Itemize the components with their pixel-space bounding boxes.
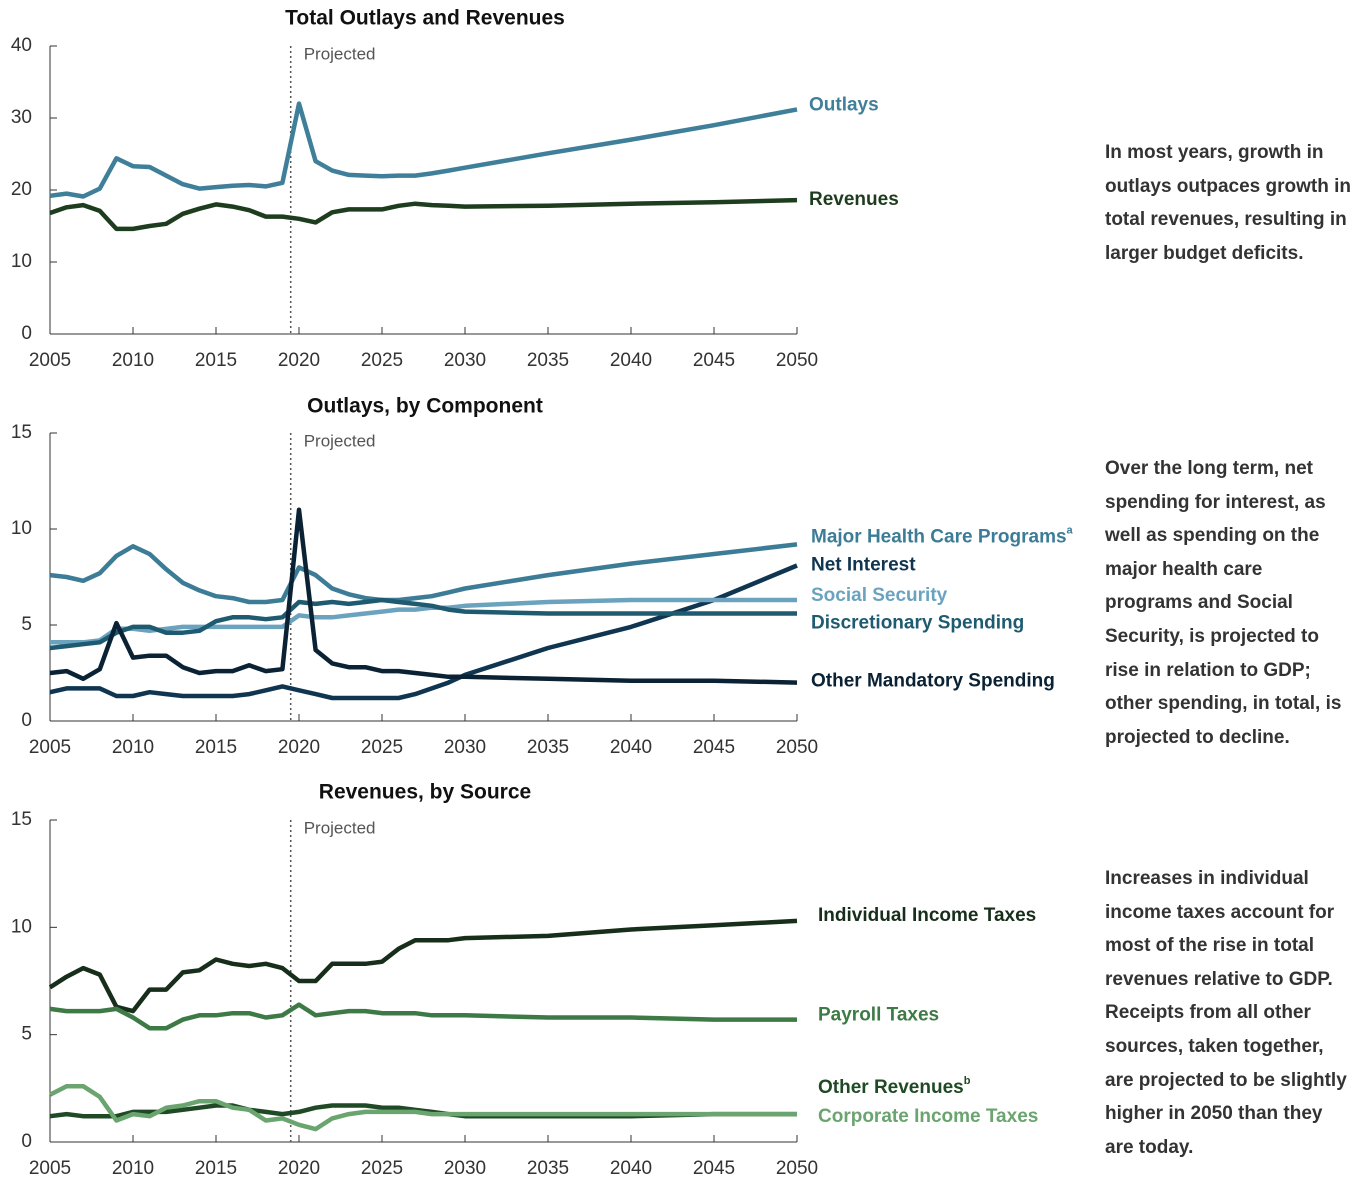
series-label: Revenues bbox=[809, 189, 899, 210]
series-name: Individual Income Taxes bbox=[818, 905, 1036, 926]
x-tick-label: 2025 bbox=[361, 1158, 403, 1179]
series-name: Corporate Income Taxes bbox=[818, 1106, 1038, 1127]
side-note: Increases in individual income taxes acc… bbox=[1105, 868, 1347, 1158]
y-tick-label: 30 bbox=[11, 107, 32, 128]
x-tick-label: 2015 bbox=[195, 350, 237, 371]
y-tick-label: 10 bbox=[11, 251, 32, 272]
chart-title: Outlays, by Component bbox=[307, 395, 543, 418]
x-tick-label: 2030 bbox=[444, 1158, 486, 1179]
x-tick-label: 2030 bbox=[444, 350, 486, 371]
series-label: Outlays bbox=[809, 94, 879, 115]
x-tick-label: 2025 bbox=[361, 350, 403, 371]
series-note-mark: b bbox=[964, 1075, 971, 1087]
series-name: Social Security bbox=[811, 585, 948, 606]
x-tick-label: 2025 bbox=[361, 737, 403, 758]
series-label: Net Interest bbox=[811, 554, 916, 575]
x-tick-label: 2010 bbox=[112, 1158, 154, 1179]
x-tick-label: 2010 bbox=[112, 737, 154, 758]
x-tick-label: 2005 bbox=[29, 1158, 71, 1179]
x-tick-label: 2030 bbox=[444, 737, 486, 758]
series-line bbox=[49, 507, 798, 685]
y-tick-label: 0 bbox=[21, 710, 32, 731]
x-tick-label: 2045 bbox=[693, 350, 735, 371]
chart-title: Total Outlays and Revenues bbox=[285, 7, 565, 30]
x-tick-label: 2020 bbox=[278, 1158, 320, 1179]
x-tick-label: 2040 bbox=[610, 1158, 652, 1179]
series-name: Revenues bbox=[809, 189, 899, 210]
series-label: Individual Income Taxes bbox=[818, 905, 1036, 926]
chart-title: Revenues, by Source bbox=[319, 781, 531, 804]
x-tick-label: 2045 bbox=[693, 1158, 735, 1179]
series-line bbox=[49, 197, 798, 232]
projection-label: Projected bbox=[304, 818, 376, 837]
x-tick-label: 2005 bbox=[29, 350, 71, 371]
y-tick-label: 15 bbox=[11, 809, 32, 830]
series-name: Other Mandatory Spending bbox=[811, 671, 1055, 692]
x-tick-label: 2010 bbox=[112, 350, 154, 371]
series-line bbox=[49, 101, 798, 199]
x-tick-label: 2020 bbox=[278, 737, 320, 758]
x-tick-label: 2005 bbox=[29, 737, 71, 758]
series-label: Major Health Care Programsa bbox=[811, 524, 1074, 547]
series-name: Payroll Taxes bbox=[818, 1005, 939, 1026]
series-label: Corporate Income Taxes bbox=[818, 1106, 1038, 1127]
series-name: Outlays bbox=[809, 94, 879, 115]
y-tick-label: 0 bbox=[21, 323, 32, 344]
x-tick-label: 2035 bbox=[527, 1158, 569, 1179]
y-tick-label: 0 bbox=[21, 1131, 32, 1152]
x-tick-label: 2050 bbox=[776, 737, 818, 758]
series-name: Major Health Care Programs bbox=[811, 526, 1067, 547]
x-tick-label: 2050 bbox=[776, 350, 818, 371]
x-tick-label: 2015 bbox=[195, 737, 237, 758]
side-note: In most years, growth in outlays outpace… bbox=[1105, 142, 1351, 264]
x-tick-label: 2040 bbox=[610, 737, 652, 758]
x-tick-label: 2015 bbox=[195, 1158, 237, 1179]
projection-label: Projected bbox=[304, 44, 376, 63]
series-label: Social Security bbox=[811, 585, 948, 606]
series-name: Discretionary Spending bbox=[811, 612, 1024, 633]
projection-label: Projected bbox=[304, 431, 376, 450]
series-line bbox=[49, 542, 798, 605]
series-label: Other Revenuesb bbox=[818, 1075, 971, 1098]
series-label: Other Mandatory Spending bbox=[811, 671, 1055, 692]
x-tick-label: 2050 bbox=[776, 1158, 818, 1179]
x-tick-label: 2045 bbox=[693, 737, 735, 758]
y-tick-label: 5 bbox=[21, 1024, 32, 1045]
x-tick-label: 2020 bbox=[278, 350, 320, 371]
y-tick-label: 5 bbox=[21, 614, 32, 635]
x-tick-label: 2035 bbox=[527, 350, 569, 371]
y-tick-label: 10 bbox=[11, 916, 32, 937]
series-line bbox=[49, 1002, 797, 1031]
series-label: Discretionary Spending bbox=[811, 612, 1024, 633]
y-tick-label: 40 bbox=[11, 35, 32, 56]
series-name: Other Revenues bbox=[818, 1077, 964, 1098]
y-tick-label: 10 bbox=[11, 518, 32, 539]
y-tick-label: 15 bbox=[11, 422, 32, 443]
series-name: Net Interest bbox=[811, 554, 916, 575]
series-line bbox=[48, 1083, 797, 1132]
y-tick-label: 20 bbox=[11, 179, 32, 200]
x-tick-label: 2035 bbox=[527, 737, 569, 758]
series-line bbox=[48, 918, 798, 1014]
series-label: Payroll Taxes bbox=[818, 1005, 939, 1026]
x-tick-label: 2040 bbox=[610, 350, 652, 371]
side-note: Over the long term, net spending for int… bbox=[1105, 458, 1342, 748]
series-line bbox=[49, 563, 798, 701]
series-note-mark: a bbox=[1067, 524, 1074, 536]
